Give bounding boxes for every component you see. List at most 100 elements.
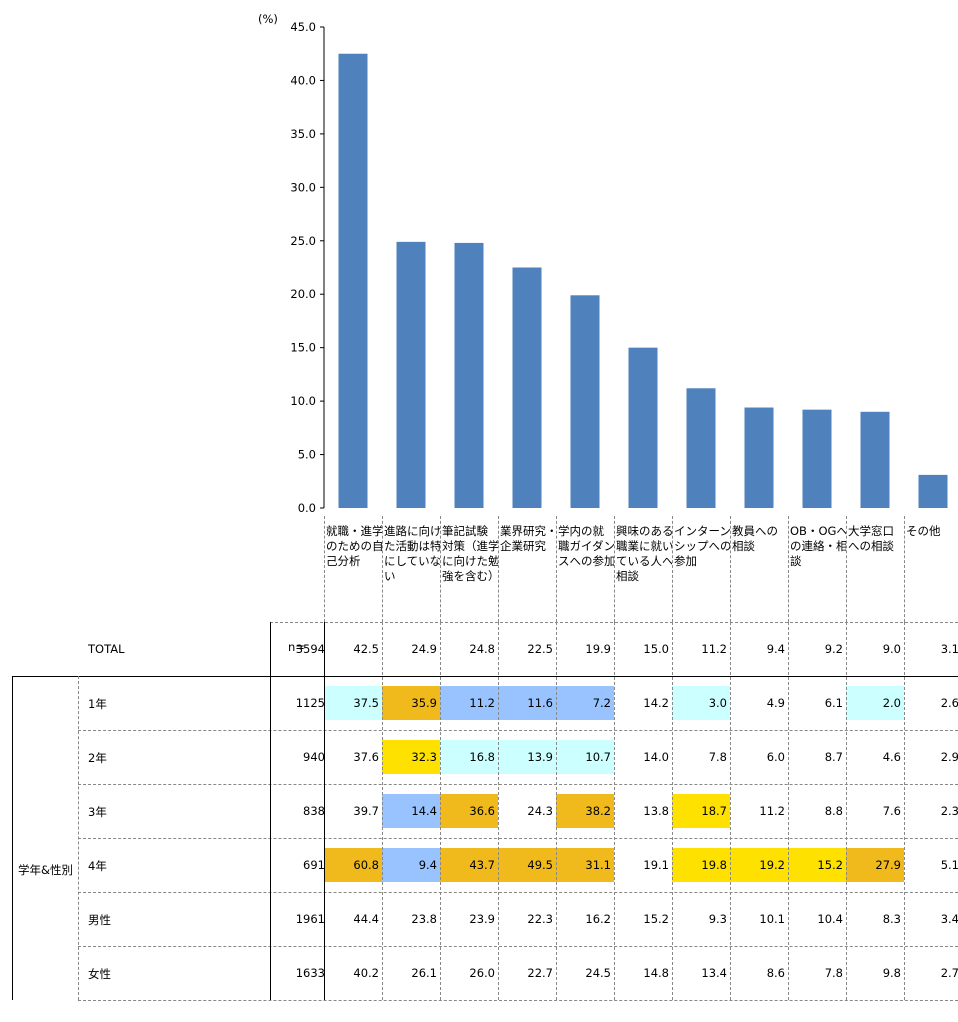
bar: [918, 474, 948, 508]
table-cell: 11.2: [440, 686, 498, 720]
table-divider: [904, 622, 905, 1000]
table-cell: 31.1: [556, 848, 614, 882]
row-label: 4年: [88, 859, 107, 873]
table-cell: 2.3: [940, 804, 958, 818]
y-tick-label: 20.0: [290, 287, 316, 301]
table-row: 女性 1633 40.2 26.1 26.0 22.7 24.5 14.8 13.4 8.6 7.8…: [0, 946, 958, 1000]
bar: [454, 242, 484, 508]
table-cell: 60.8: [324, 848, 382, 882]
table-divider: [382, 622, 383, 1000]
table-cell: 4.9: [766, 696, 785, 710]
table-cell: 13.4: [701, 966, 727, 980]
row-n-value: 691: [303, 858, 325, 872]
bar-chart: (%) 0.0 5.0 10.0 15.0 20.0 25.0 30.0 35.0 40.0 45…: [258, 12, 948, 515]
x-category-label: 就職・進学 のための自 己分析: [326, 524, 382, 568]
table-cell: 16.8: [440, 740, 498, 774]
table-divider: [440, 622, 441, 1000]
table-cell: 24.3: [527, 804, 553, 818]
bar-series: [338, 53, 948, 508]
table-cell: 19.1: [643, 858, 669, 872]
row-label: 1年: [88, 697, 107, 711]
bar: [860, 411, 890, 508]
column-divider: [498, 516, 499, 622]
x-category-label: インターン シップへの 参加: [674, 524, 730, 568]
table-row: 4年 691 60.8 9.4 43.7 49.5 31.1 19.1 19.8 19.2 15.2…: [0, 838, 958, 892]
table-cell: 5.1: [940, 858, 958, 872]
column-divider: [730, 516, 731, 622]
row-label: 2年: [88, 751, 107, 765]
row-n-value: 1125: [295, 696, 325, 710]
table-cell: 2.6: [940, 696, 958, 710]
x-category-label: 大学窓口 への相談: [848, 524, 894, 553]
table-row: 3年 838 39.7 14.4 36.6 24.3 38.2 13.8 18.7 11.2 8.8…: [0, 784, 958, 838]
table-cell: 2.9: [940, 750, 958, 764]
table-cell: 3.1: [940, 642, 958, 656]
table-cell: 11.2: [759, 804, 785, 818]
bar: [512, 267, 542, 508]
table-row: 男性 1961 44.4 23.8 23.9 22.3 16.2 15.2 9.3 10.1 10.…: [0, 892, 958, 946]
table-cell: 2.0: [846, 686, 904, 720]
y-tick-label: 5.0: [298, 448, 316, 462]
table-cell: 24.9: [411, 642, 437, 656]
table-divider: [78, 676, 79, 1000]
table-cell: 15.2: [788, 848, 846, 882]
table-divider: [498, 622, 499, 1000]
table-cell: 15.2: [643, 912, 669, 926]
y-tick-label: 30.0: [290, 180, 316, 194]
table-cell: 49.5: [498, 848, 556, 882]
column-divider: [382, 516, 383, 622]
table-cell: 9.3: [708, 912, 727, 926]
row-label: 男性: [88, 913, 111, 927]
table-rule: [78, 1000, 958, 1001]
x-category-label: 教員への 相談: [732, 524, 778, 553]
table-cell: 14.2: [643, 696, 669, 710]
column-divider: [324, 516, 325, 622]
group-label: 学年&性別: [18, 863, 73, 877]
table-cell: 27.9: [846, 848, 904, 882]
row-n-value: 1961: [295, 912, 325, 926]
table-row: 2年 940 37.6 32.3 16.8 13.9 10.7 14.0 7.8 6.0 8.7 4.…: [0, 730, 958, 784]
table-cell: 40.2: [353, 966, 379, 980]
table-cell: 9.8: [882, 966, 901, 980]
table-cell: 6.1: [824, 696, 843, 710]
table-cell: 13.8: [643, 804, 669, 818]
table-cell: 42.5: [353, 642, 379, 656]
y-axis: 0.0 5.0 10.0 15.0 20.0 25.0 30.0 35.0 40.0 45.0: [290, 20, 325, 515]
table-divider: [270, 622, 271, 1000]
y-tick-label: 10.0: [290, 394, 316, 408]
table-divider: [672, 622, 673, 1000]
x-category-label: OB・OGへ の連絡・相談: [790, 524, 846, 568]
table-cell: 7.8: [708, 750, 727, 764]
row-n-value: 1633: [295, 966, 325, 980]
table-cell: 8.6: [766, 966, 785, 980]
bar: [802, 409, 832, 508]
table-cell: 7.6: [882, 804, 901, 818]
table-cell: 38.2: [556, 794, 614, 828]
table-rule: [78, 946, 958, 947]
table-cell: 7.2: [556, 686, 614, 720]
table-rule: [78, 892, 958, 893]
table-cell: 8.3: [882, 912, 901, 926]
table-row: 1年 1125 37.5 35.9 11.2 11.6 7.2 14.2 3.0 4.9 6.1 2.…: [0, 676, 958, 730]
x-category-label: その他: [906, 524, 941, 538]
row-label: 3年: [88, 805, 107, 819]
x-category-label: 学内の就 職ガイダン スへの参加: [558, 524, 614, 568]
table-cell: 26.0: [469, 966, 495, 980]
table-cell: 39.7: [353, 804, 379, 818]
table-cell: 7.8: [824, 966, 843, 980]
table-cell: 19.2: [730, 848, 788, 882]
bar: [744, 407, 774, 508]
table-rule: [78, 730, 958, 731]
table-cell: 9.4: [766, 642, 785, 656]
y-tick-label: 35.0: [290, 127, 316, 141]
table-cell: 13.9: [498, 740, 556, 774]
table-cell: 44.4: [353, 912, 379, 926]
table-cell: 15.0: [643, 642, 669, 656]
table-cell: 43.7: [440, 848, 498, 882]
x-category-label: 興味のある 職業に就い ている人へ 相談: [616, 524, 672, 583]
y-tick-label: 15.0: [290, 341, 316, 355]
table-cell: 10.7: [556, 740, 614, 774]
table-cell: 37.5: [324, 686, 382, 720]
x-category-label: 進路に向け た活動は特 にしていない: [384, 524, 440, 583]
table-cell: 6.0: [766, 750, 785, 764]
